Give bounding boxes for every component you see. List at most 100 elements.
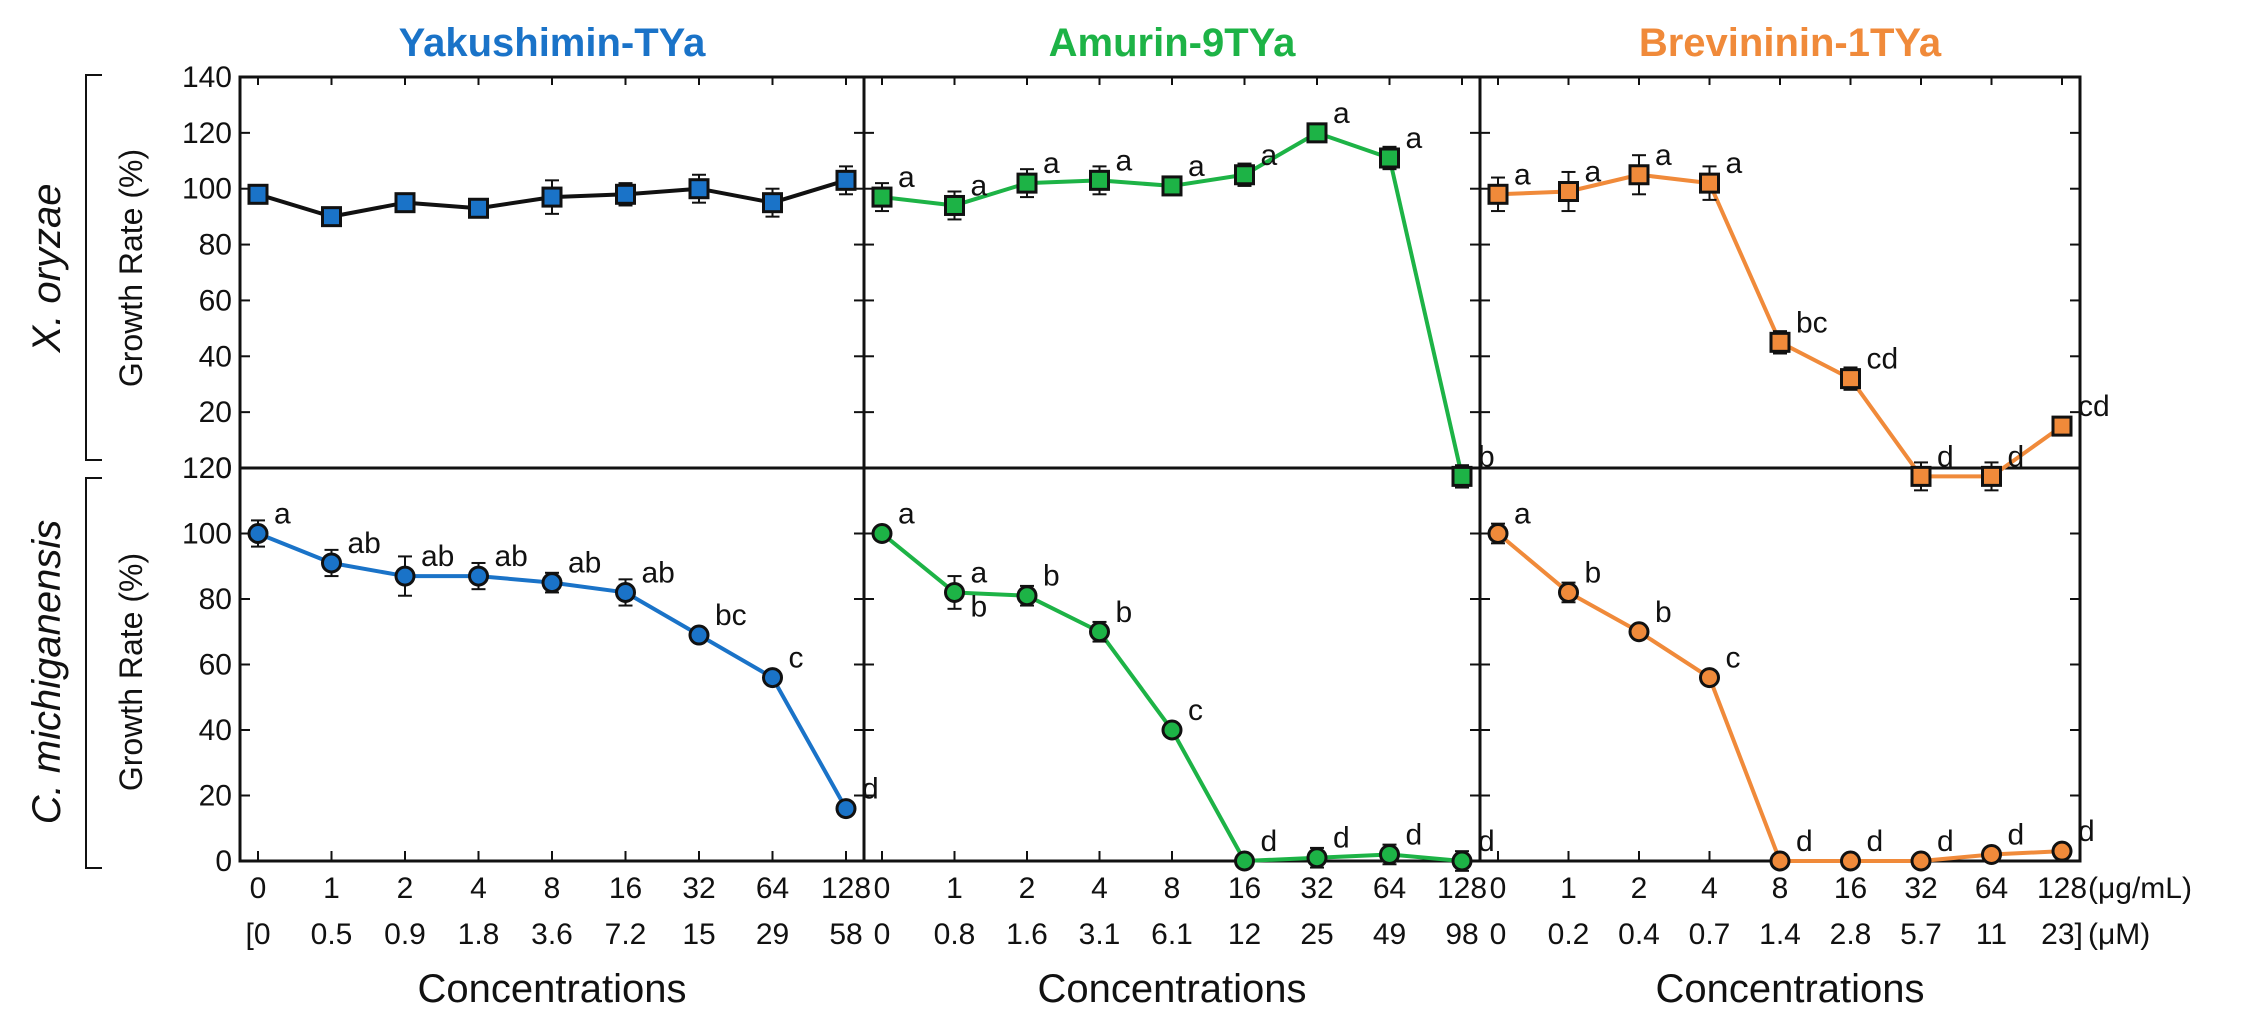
x-tick-label-um: 98 xyxy=(1445,918,1478,951)
panel-1-1-point xyxy=(1161,719,1183,741)
panel-1-2-point xyxy=(1910,850,1932,872)
panel-0-0-point xyxy=(615,183,636,205)
x-tick-label-ug: 4 xyxy=(1091,872,1108,905)
x-tick-label-um: 49 xyxy=(1373,918,1406,951)
panel-1-1-point xyxy=(944,581,965,603)
x-tick-label-ug: 64 xyxy=(1975,872,2008,905)
x-tick-label-um: 0.8 xyxy=(934,918,976,951)
panel-1-0-significance-letter: bc xyxy=(715,599,747,632)
x-tick-label-um: 0.5 xyxy=(311,918,353,951)
panel-0-0-ytick-label: 0 xyxy=(215,452,232,485)
x-tick-label-um: 1.4 xyxy=(1759,918,1801,951)
x-tick-label-ug: 32 xyxy=(1300,872,1333,905)
panel-0-2-series-line xyxy=(1497,172,2064,479)
panel-1-0-ytick-label: 20 xyxy=(199,780,232,813)
row-label-x-oryzae: X. oryzae xyxy=(25,184,69,354)
panel-0-0-ytick-label: 40 xyxy=(199,340,232,373)
panel-0-2-significance-letter: a xyxy=(1514,158,1531,191)
x-tick-label-ug: 128 xyxy=(2037,872,2087,905)
x-tick-label-ug: 8 xyxy=(1164,872,1181,905)
panel-0-2-significance-letter: bc xyxy=(1796,306,1828,339)
panel-1-2-significance-letter: b xyxy=(1585,556,1602,589)
x-tick-label-um: 1.8 xyxy=(458,918,500,951)
panel-1-0-ytick-label: 120 xyxy=(182,452,232,485)
y-axis-title-bottom: Growth Rate (%) xyxy=(113,553,149,791)
x-tick-label-um: 29 xyxy=(756,918,789,951)
x-tick-label-um: 5.7 xyxy=(1900,918,1942,951)
panel-0-0-point xyxy=(247,183,269,205)
x-tick-label-um: 7.2 xyxy=(605,918,647,951)
panel-0-2-significance-letter: d xyxy=(2008,440,2025,473)
x-tick-label-um: 23] xyxy=(2041,918,2083,951)
panel-1-2-point xyxy=(1628,621,1650,643)
panel-1-2-series-line xyxy=(1496,531,2063,863)
panel-1-0-significance-letter: c xyxy=(789,642,804,675)
panel-1-1-significance-letter: a xyxy=(971,556,988,589)
x-axis-title-col2: Concentrations xyxy=(1037,967,1306,1011)
panel-1-2-significance-letter: d xyxy=(2078,815,2095,848)
panel-1-0-ytick-label: 100 xyxy=(182,518,232,551)
panel-1-0-point xyxy=(835,798,857,820)
panel-0-1-significance-letter: b xyxy=(1478,440,1495,473)
panel-1-1-point xyxy=(1234,850,1255,872)
x-tick-label-ug: 16 xyxy=(1834,872,1867,905)
x-tick-label-ug: 2 xyxy=(1631,872,1648,905)
x-tick-label-ug: 0 xyxy=(874,872,891,905)
panel-0-1-point xyxy=(1379,147,1400,169)
panel-1-1-significance-letter: a xyxy=(898,498,915,531)
x-tick-label-ug: 1 xyxy=(1560,872,1577,905)
panel-0-2-point xyxy=(1840,368,1861,390)
panel-1-1-point xyxy=(1451,850,1473,872)
x-tick-label-ug: 1 xyxy=(323,872,340,905)
panel-0-1-significance-letter: a xyxy=(1188,150,1205,183)
panel-1-1-significance-letter: b xyxy=(1043,560,1060,593)
x-tick-label-ug: 0 xyxy=(1490,872,1507,905)
panel-0-2-significance-letter: a xyxy=(1585,156,1602,189)
panel-0-1-point xyxy=(1161,175,1183,197)
x-tick-label-ug: 16 xyxy=(609,872,642,905)
panel-0-2-point xyxy=(1558,181,1579,203)
panel-1-2-significance-letter: c xyxy=(1726,642,1741,675)
panel-0-1-significance-letter: a xyxy=(1333,97,1350,130)
column-title-yakushimin: Yakushimin-TYa xyxy=(399,21,707,65)
x-tick-label-um: 0 xyxy=(874,918,891,951)
panel-0-1-point xyxy=(1306,122,1328,144)
panel-1-0-significance-letter: d xyxy=(862,773,879,806)
panel-0-0-ytick-label: 100 xyxy=(182,173,232,206)
x-tick-label-um: 15 xyxy=(682,918,715,951)
panel-1-0-ytick-label: 0 xyxy=(215,845,232,878)
x-tick-label-ug: 32 xyxy=(1904,872,1937,905)
panel-1-2-point xyxy=(1769,850,1791,872)
x-tick-label-ug: 128 xyxy=(821,872,871,905)
panel-1-1-series-line xyxy=(880,531,1463,863)
panel-0-2-significance-letter: cd xyxy=(2078,390,2110,423)
panel-0-1-significance-letter: a xyxy=(1116,144,1133,177)
panel-1-1-significance-letter: c xyxy=(1188,694,1203,727)
x-tick-label-ug: 128 xyxy=(1437,872,1487,905)
panel-0-0-ytick-label: 80 xyxy=(199,229,232,262)
panel-1-0-ytick-label: 60 xyxy=(199,649,232,682)
x-tick-label-um: 3.1 xyxy=(1079,918,1121,951)
panel-1-0-point xyxy=(615,581,636,603)
panel-0-1-significance-letter: a xyxy=(1261,139,1278,172)
panel-0-0-point xyxy=(762,192,783,214)
panel-1-1-point xyxy=(1016,585,1038,607)
panel-1-1-significance-letter: d xyxy=(1406,818,1423,851)
panel-1-1-point xyxy=(871,523,893,544)
x-tick-label-um: [0 xyxy=(245,918,270,951)
panel-0-2-point xyxy=(1628,164,1650,186)
panel-1-1-point xyxy=(1306,847,1328,869)
panel-1-2-significance-letter: d xyxy=(1937,825,1954,858)
panel-0-0-point xyxy=(321,206,342,228)
panel-1-2-significance-letter: a xyxy=(1514,498,1531,531)
panel-1-1-point xyxy=(1379,843,1400,865)
panel-1-0-significance-letter: a xyxy=(274,498,291,531)
column-title-brevininin: Brevininin-1TYa xyxy=(1639,21,1942,65)
panel-1-2-point xyxy=(1840,850,1861,872)
x-tick-label-ug: 2 xyxy=(397,872,414,905)
panel-0-1-point xyxy=(944,194,965,216)
panel-0-1-point xyxy=(1089,169,1110,191)
panel-0-0-ytick-label: 120 xyxy=(182,117,232,150)
panel-1-0-ytick-label: 80 xyxy=(199,583,232,616)
